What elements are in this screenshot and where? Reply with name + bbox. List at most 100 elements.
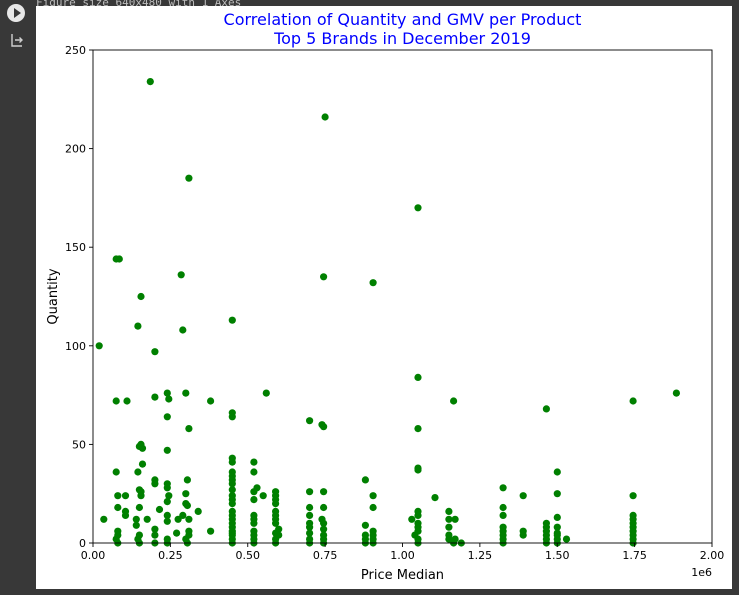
data-point xyxy=(174,515,182,523)
data-point xyxy=(163,498,171,506)
x-tick-label: 1.00 xyxy=(390,549,415,562)
data-point xyxy=(185,425,193,433)
data-point xyxy=(306,529,314,537)
x-tick-label: 1.25 xyxy=(468,549,493,562)
y-tick-label: 100 xyxy=(65,340,86,353)
data-point xyxy=(306,511,314,519)
data-point xyxy=(408,515,416,523)
data-point xyxy=(115,255,123,263)
data-point xyxy=(163,446,171,454)
data-point xyxy=(445,523,453,531)
data-point xyxy=(163,413,171,421)
data-point xyxy=(629,397,637,405)
data-point xyxy=(259,492,267,500)
data-point xyxy=(137,492,145,500)
data-point xyxy=(163,389,171,397)
data-point xyxy=(320,525,328,533)
data-point xyxy=(553,523,561,531)
data-point xyxy=(306,417,314,425)
data-point xyxy=(163,511,171,519)
data-point xyxy=(499,511,507,519)
data-point xyxy=(320,519,328,527)
data-point xyxy=(155,505,164,514)
x-tick-label: 1.50 xyxy=(545,549,570,562)
data-point xyxy=(112,468,120,476)
plot-frame xyxy=(92,49,713,544)
data-point xyxy=(163,517,171,525)
data-point xyxy=(137,292,145,301)
data-point xyxy=(414,425,422,433)
data-point xyxy=(173,529,181,537)
data-point xyxy=(321,113,329,121)
data-point xyxy=(361,476,369,484)
data-point xyxy=(185,174,193,182)
data-point xyxy=(183,476,191,484)
data-point xyxy=(320,273,328,281)
chart-title-line-1: Correlation of Quantity and GMV per Prod… xyxy=(224,10,582,29)
data-point xyxy=(672,389,681,397)
data-point xyxy=(228,486,236,494)
data-point xyxy=(272,500,280,508)
data-point xyxy=(250,488,258,496)
data-point xyxy=(499,503,507,512)
data-point xyxy=(165,492,173,500)
data-point xyxy=(165,395,173,403)
data-point xyxy=(182,389,190,397)
data-point xyxy=(146,78,154,86)
data-point xyxy=(151,531,159,539)
data-point xyxy=(320,503,328,512)
data-point xyxy=(451,515,459,523)
data-point xyxy=(499,484,507,492)
data-point xyxy=(151,525,159,533)
y-tick-label: 200 xyxy=(65,143,86,156)
data-point xyxy=(163,484,171,492)
data-point xyxy=(369,279,377,287)
previous-output-text: Figure size 640x480 with 1 Axes xyxy=(36,0,739,6)
data-point xyxy=(185,515,193,523)
data-point xyxy=(519,531,527,539)
data-point xyxy=(414,511,422,519)
output-arrow-icon[interactable] xyxy=(10,33,24,47)
data-point xyxy=(134,322,142,330)
data-point xyxy=(151,480,159,488)
y-tick-label: 0 xyxy=(79,537,86,550)
data-point xyxy=(112,397,120,405)
data-point xyxy=(519,492,527,500)
play-circle-icon[interactable] xyxy=(7,4,25,22)
x-tick-label: 0.75 xyxy=(313,549,338,562)
data-point xyxy=(114,492,122,500)
data-point xyxy=(228,458,236,466)
x-tick-label: 0.50 xyxy=(236,549,261,562)
data-point xyxy=(182,490,190,498)
data-point xyxy=(306,503,314,512)
data-point xyxy=(369,492,377,500)
data-point xyxy=(361,521,369,529)
y-tick-label: 150 xyxy=(65,241,86,254)
data-point xyxy=(151,348,159,356)
x-tick-label: 2.00 xyxy=(700,549,725,562)
y-tick-label: 250 xyxy=(65,44,86,57)
data-point xyxy=(143,515,151,523)
data-point xyxy=(138,444,147,452)
data-point xyxy=(445,515,453,523)
data-point xyxy=(272,519,280,527)
data-point xyxy=(250,468,258,476)
data-point xyxy=(114,503,122,512)
data-point xyxy=(431,494,439,502)
x-offset-label: 1e6 xyxy=(691,566,712,579)
data-point xyxy=(132,515,140,523)
data-point xyxy=(228,316,236,324)
data-point xyxy=(228,500,236,508)
data-point xyxy=(306,523,314,531)
data-point xyxy=(553,513,561,521)
data-point xyxy=(138,460,147,468)
data-point xyxy=(228,480,236,488)
y-tick-label: 50 xyxy=(72,438,86,451)
data-point xyxy=(542,405,550,413)
data-point xyxy=(262,389,270,397)
data-point xyxy=(250,458,258,466)
data-point xyxy=(369,503,377,512)
data-point xyxy=(183,501,191,510)
data-point xyxy=(250,519,258,527)
x-tick-label: 1.75 xyxy=(622,549,647,562)
